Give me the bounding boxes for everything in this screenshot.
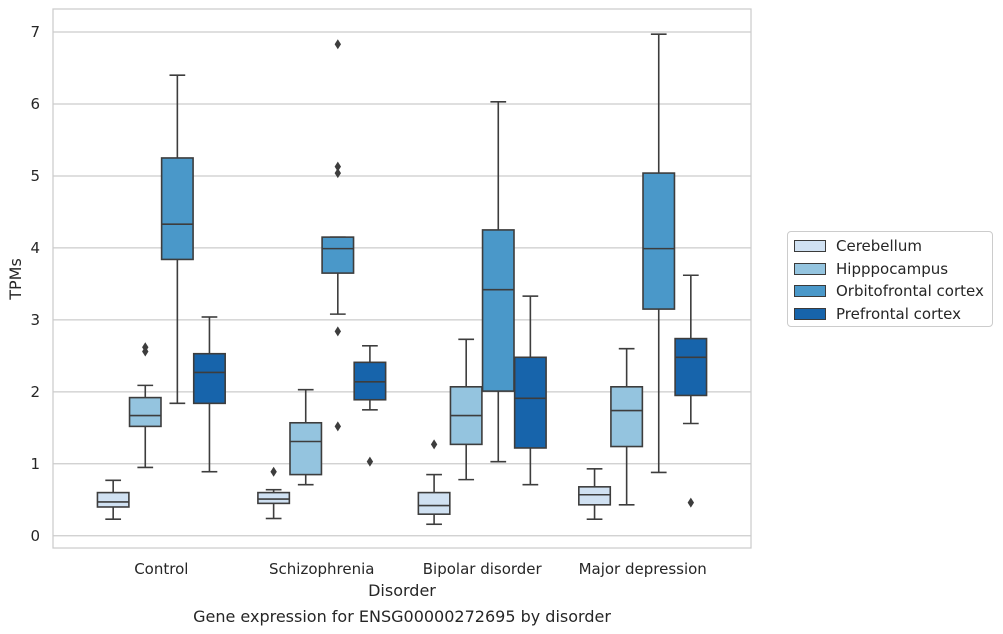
iqr-box	[578, 486, 612, 506]
box-group	[578, 468, 612, 521]
iqr-box	[642, 172, 676, 310]
x-tick-label: Bipolar disorder	[423, 560, 543, 578]
outlier-point	[142, 342, 149, 353]
y-tick-label: 3	[30, 311, 40, 329]
outlier-point	[366, 456, 374, 467]
y-axis-label: TPMs	[6, 258, 25, 301]
x-tick-labels: Control Schizophrenia Bipolar disorder Majo…	[134, 560, 707, 578]
legend-swatch	[794, 285, 826, 298]
outlier-point	[334, 161, 342, 172]
box-group	[128, 342, 162, 469]
x-axis-label: Disorder	[368, 581, 436, 600]
box-group	[353, 344, 387, 467]
legend-item: Cerebellum	[794, 235, 992, 258]
iqr-box	[289, 421, 323, 476]
box-group	[192, 316, 226, 473]
outlier-point	[334, 326, 342, 337]
y-tick-label: 7	[30, 23, 40, 41]
outlier-point	[430, 439, 438, 450]
legend-item: Orbitofrontal cortex	[794, 280, 992, 303]
legend-label: Hipppocampus	[836, 259, 949, 278]
y-tick-label: 6	[30, 95, 40, 113]
box-group	[257, 466, 291, 520]
x-tick-label: Schizophrenia	[269, 560, 374, 578]
box-group	[160, 74, 194, 405]
legend-swatch	[794, 262, 826, 275]
iqr-box	[257, 491, 291, 505]
iqr-box	[674, 337, 708, 397]
plot-frame	[52, 8, 752, 549]
iqr-box	[160, 157, 194, 261]
y-tick-label: 4	[30, 239, 40, 257]
iqr-box	[321, 236, 355, 274]
iqr-box	[513, 356, 547, 449]
legend-label: Orbitofrontal cortex	[836, 282, 984, 301]
boxes	[96, 33, 708, 526]
box-group	[449, 338, 483, 481]
box-group	[289, 388, 323, 486]
y-tick-label: 0	[30, 527, 40, 545]
box-group	[674, 274, 708, 508]
legend-label: Cerebellum	[836, 237, 922, 256]
iqr-box	[128, 396, 162, 428]
outlier-point	[270, 466, 277, 477]
x-tick-label: Control	[134, 560, 188, 578]
iqr-box	[417, 491, 451, 515]
legend: Cerebellum Hipppocampus Orbitofrontal cort…	[787, 231, 993, 327]
x-tick-label: Major depression	[579, 560, 707, 578]
iqr-box	[481, 229, 515, 392]
outlier-point	[334, 421, 342, 432]
legend-item: Prefrontal cortex	[794, 303, 992, 326]
y-tick-labels: 0 1 2 3 4 5 6 7	[30, 23, 40, 545]
box-group	[321, 39, 355, 432]
box-group	[513, 295, 547, 486]
y-tick-label: 1	[30, 455, 40, 473]
iqr-box	[96, 491, 130, 508]
iqr-box	[610, 386, 644, 448]
legend-label: Prefrontal cortex	[836, 304, 961, 323]
outlier-point	[687, 497, 695, 508]
y-tick-label: 2	[30, 383, 40, 401]
outlier-point	[334, 39, 342, 50]
outlier-point	[334, 168, 342, 179]
chart-caption: Gene expression for ENSG00000272695 by d…	[193, 607, 611, 626]
legend-item: Hipppocampus	[794, 258, 992, 281]
legend-swatch	[794, 307, 826, 320]
legend-swatch	[794, 240, 826, 253]
box-group	[642, 33, 676, 474]
box-group	[481, 101, 515, 463]
box-group	[417, 439, 451, 526]
iqr-box	[192, 352, 226, 405]
box-group	[610, 347, 644, 506]
y-tick-label: 5	[30, 167, 40, 185]
box-group	[96, 479, 130, 521]
